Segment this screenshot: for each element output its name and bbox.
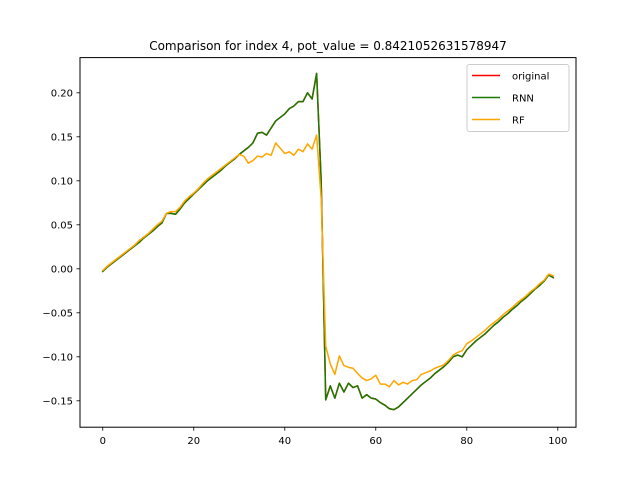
plot-frame — [79, 57, 577, 428]
series-line-rnn — [101, 72, 555, 411]
x-tick-label: 100 — [548, 436, 567, 447]
x-tick-label: 40 — [278, 436, 291, 447]
y-axis: −0.15 −0.10 −0.05 0.00 0.05 0.10 0.15 0.20 — [42, 88, 80, 407]
x-tick-label: 80 — [460, 436, 473, 447]
chart-title: Comparison for index 4, pot_value = 0.84… — [149, 39, 507, 53]
legend: original RNN RF — [466, 64, 570, 132]
x-axis: 0 20 40 60 80 100 — [100, 427, 567, 447]
y-tick-label: −0.15 — [42, 396, 73, 407]
y-tick-label: 0.05 — [51, 220, 73, 231]
legend-label-original: original — [512, 72, 549, 83]
x-tick-label: 20 — [187, 436, 200, 447]
y-tick-label: 0.00 — [51, 264, 73, 275]
legend-label-rnn: RNN — [512, 94, 534, 105]
series-line-rf — [101, 134, 555, 388]
legend-label-rf: RF — [512, 116, 525, 127]
y-tick-label: −0.05 — [42, 308, 73, 319]
legend-box — [466, 64, 570, 132]
y-tick-label: 0.15 — [51, 132, 73, 143]
x-tick-label: 60 — [369, 436, 382, 447]
y-tick-label: −0.10 — [42, 352, 73, 363]
x-tick-label: 0 — [100, 436, 106, 447]
y-tick-label: 0.10 — [51, 176, 73, 187]
plot-lines — [101, 72, 555, 411]
y-tick-label: 0.20 — [51, 88, 73, 99]
